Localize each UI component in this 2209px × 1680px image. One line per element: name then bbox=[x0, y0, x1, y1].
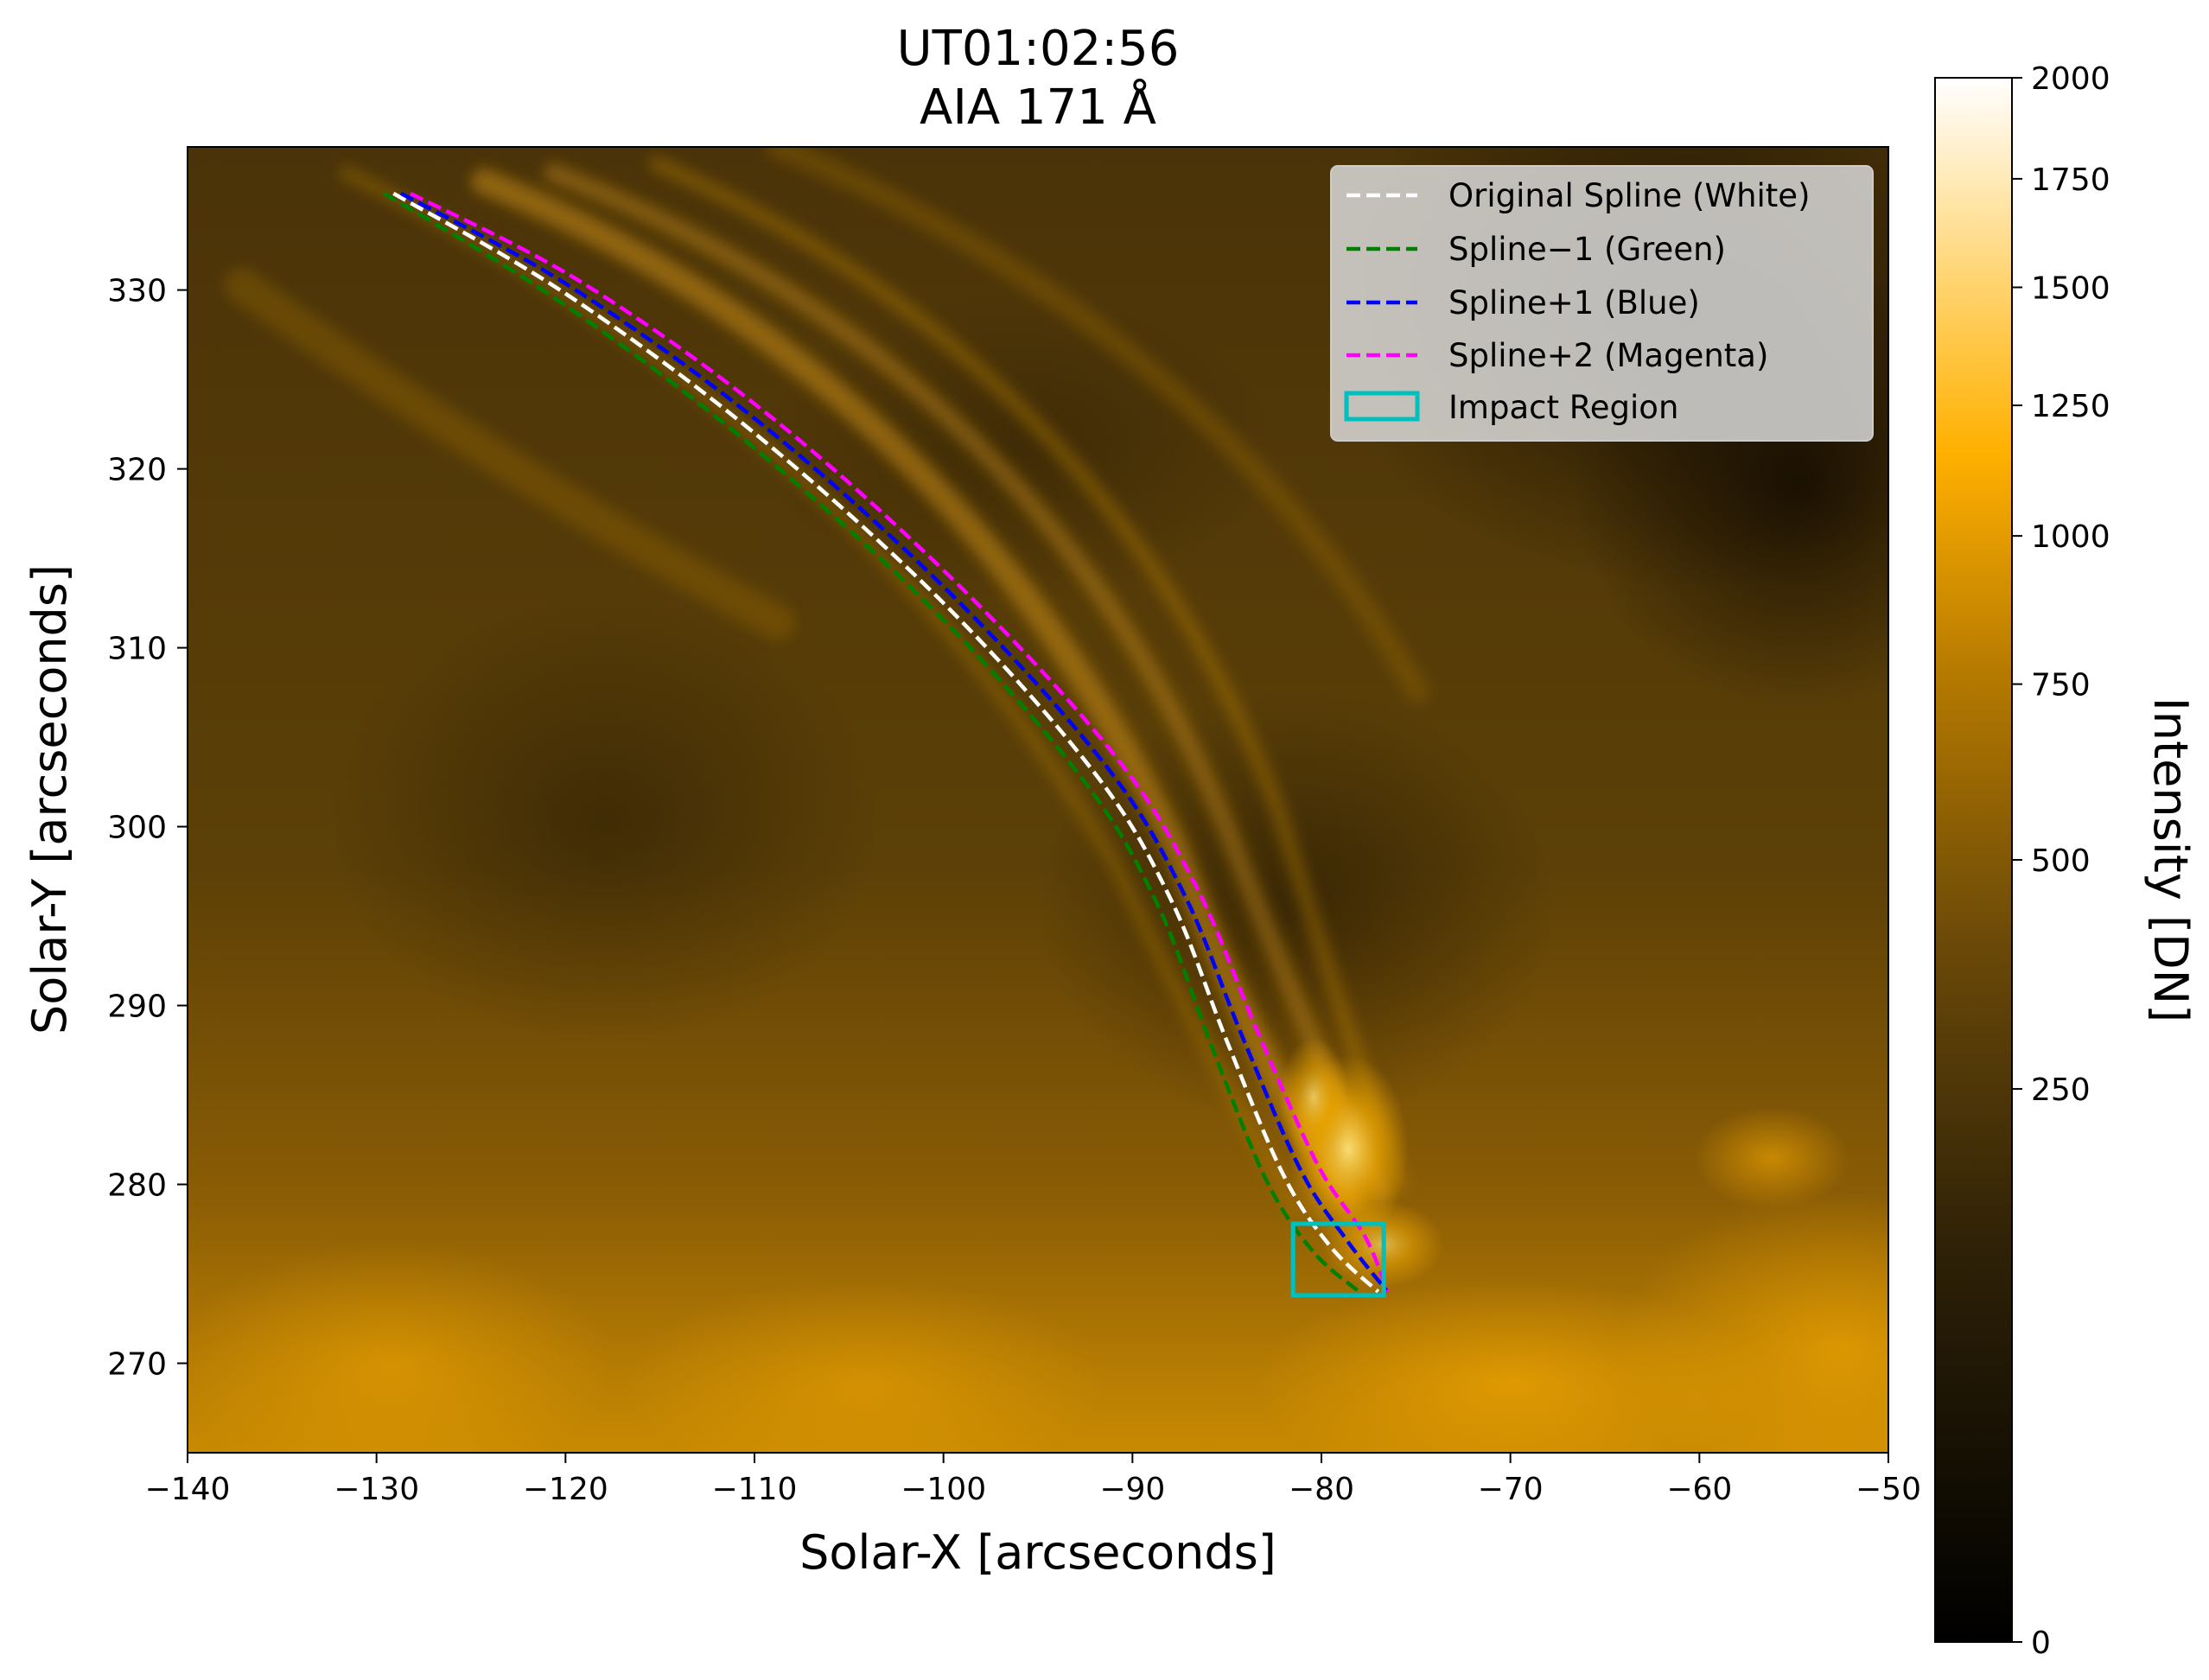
x-tick-label: −60 bbox=[1666, 1472, 1732, 1507]
y-tick-label: 320 bbox=[107, 453, 167, 488]
x-tick-label: −120 bbox=[523, 1472, 608, 1507]
y-axis-label: Solar-Y [arcseconds] bbox=[22, 564, 77, 1034]
colorbar-tick-label: 1500 bbox=[2031, 270, 2110, 306]
x-tick-label: −140 bbox=[145, 1472, 231, 1507]
legend-label-impact: Impact Region bbox=[1448, 389, 1678, 426]
legend-label-blue: Spline+1 (Blue) bbox=[1448, 284, 1700, 321]
legend-label-green: Spline−1 (Green) bbox=[1448, 231, 1726, 268]
y-tick-label: 290 bbox=[107, 990, 167, 1025]
colorbar-tick-label: 500 bbox=[2031, 843, 2091, 879]
colorbar: 0 250 500 750 1000 1250 1500 1750 2000 Intensity… bbox=[1934, 61, 2198, 1661]
title-line-2: AIA 171 Å bbox=[920, 79, 1156, 136]
colorbar-tick-label: 1750 bbox=[2031, 162, 2110, 198]
spline-plus-1-line bbox=[400, 191, 1390, 1294]
spline-plus-2-line bbox=[409, 191, 1390, 1293]
colorbar-label: Intensity [DN] bbox=[2143, 697, 2198, 1022]
y-tick-label: 330 bbox=[107, 274, 167, 309]
colorbar-tick-label: 1250 bbox=[2031, 389, 2110, 424]
y-tick-label: 270 bbox=[107, 1347, 167, 1383]
colorbar-tick-label: 250 bbox=[2031, 1072, 2091, 1108]
colorbar-tick-label: 0 bbox=[2031, 1626, 2051, 1661]
x-tick-label: −80 bbox=[1289, 1472, 1354, 1507]
colorbar-ticks: 0 250 500 750 1000 1250 1500 1750 2000 bbox=[2012, 61, 2110, 1661]
legend-label-magenta: Spline+2 (Magenta) bbox=[1448, 337, 1768, 374]
colorbar-tick-label: 750 bbox=[2031, 668, 2091, 703]
x-tick-label: −50 bbox=[1856, 1472, 1921, 1507]
y-tick-label: 310 bbox=[107, 632, 167, 667]
spline-minus-1-line bbox=[383, 191, 1361, 1294]
title-line-1: UT01:02:56 bbox=[897, 21, 1180, 77]
y-axis-ticks: 270 280 290 300 310 320 330 bbox=[107, 274, 188, 1383]
legend-label-original: Original Spline (White) bbox=[1448, 177, 1811, 214]
x-axis-ticks: −140 −130 −120 −110 −100 −90 −80 −70 −60 −50 bbox=[145, 1453, 1921, 1507]
x-tick-label: −70 bbox=[1478, 1472, 1544, 1507]
legend-box bbox=[1330, 165, 1874, 442]
legend: Original Spline (White) Spline−1 (Green)… bbox=[1330, 165, 1874, 442]
colorbar-tick-label: 1000 bbox=[2031, 519, 2110, 555]
x-tick-label: −90 bbox=[1099, 1472, 1165, 1507]
x-axis-label: Solar-X [arcseconds] bbox=[799, 1525, 1276, 1580]
colorbar-gradient bbox=[1934, 77, 2013, 1643]
original-spline-line bbox=[392, 191, 1380, 1294]
spline-series bbox=[383, 191, 1390, 1298]
x-tick-label: −110 bbox=[712, 1472, 798, 1507]
plot-frame bbox=[187, 146, 1889, 1454]
impact-region-box bbox=[1290, 1221, 1386, 1298]
y-tick-label: 280 bbox=[107, 1168, 167, 1204]
y-tick-label: 300 bbox=[107, 811, 167, 846]
x-tick-label: −130 bbox=[334, 1472, 419, 1507]
x-tick-label: −100 bbox=[901, 1472, 986, 1507]
colorbar-tick-label: 2000 bbox=[2031, 61, 2110, 97]
legend-swatch-impact bbox=[1344, 391, 1420, 422]
